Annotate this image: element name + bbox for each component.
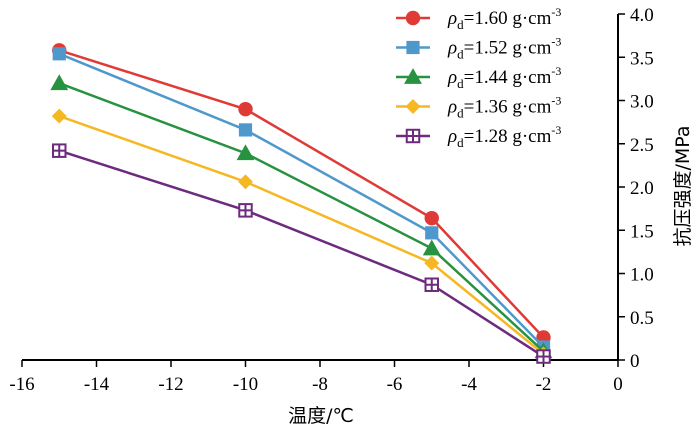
data-point <box>238 203 253 218</box>
x-tick-label: -16 <box>9 374 34 395</box>
legend-value: =1.52 g·cm <box>464 38 552 59</box>
legend-symbol: ρ <box>447 38 457 59</box>
y-axis-label: 抗压强度/MPa <box>672 125 694 246</box>
legend-value: =1.28 g·cm <box>464 126 552 147</box>
legend-item-1: ρd=1.52 g·cm-3 <box>396 35 561 62</box>
y-tick-label: 2.0 <box>630 178 654 199</box>
legend-symbol: ρ <box>447 67 457 88</box>
data-point <box>424 210 439 226</box>
marker-circle <box>424 210 439 226</box>
legend-subscript: d <box>457 76 464 91</box>
legend-superscript: -3 <box>551 94 561 108</box>
legend-label: ρd=1.44 g·cm-3 <box>447 64 561 91</box>
x-tick-label: -8 <box>312 374 328 395</box>
marker-triangle <box>236 144 255 161</box>
data-point <box>52 47 66 61</box>
legend-symbol: ρ <box>447 126 457 147</box>
legend-superscript: -3 <box>551 64 561 78</box>
series-line <box>58 149 545 358</box>
y-tick-label: 3.0 <box>630 92 654 113</box>
data-point <box>238 174 253 190</box>
marker-diamond <box>405 99 421 114</box>
marker-diamond <box>51 108 67 124</box>
x-tick-label: -4 <box>461 374 477 395</box>
marker-square <box>425 226 439 240</box>
legend-subscript: d <box>457 47 464 62</box>
marker-square <box>406 40 420 55</box>
y-tick-label: 0.5 <box>630 308 654 329</box>
x-tick-label: 0 <box>613 374 623 395</box>
x-tick-label: -12 <box>158 374 183 395</box>
data-point <box>50 74 69 91</box>
data-point <box>424 277 439 292</box>
marker-square <box>238 123 253 137</box>
data-point <box>422 239 441 256</box>
x-tick-label: -14 <box>84 374 110 395</box>
legend-superscript: -3 <box>551 35 561 49</box>
y-tick-label: 3.5 <box>630 48 654 69</box>
data-point <box>238 123 253 137</box>
series-line <box>58 52 545 348</box>
series-1 <box>52 47 551 354</box>
data-point <box>238 101 253 117</box>
series-line <box>58 49 545 339</box>
x-tick-label: -10 <box>233 374 258 395</box>
legend-label: ρd=1.52 g·cm-3 <box>447 35 561 62</box>
legend-item-2: ρd=1.44 g·cm-3 <box>396 64 561 91</box>
y-tick-label: 0 <box>630 351 640 372</box>
marker-diamond <box>424 255 440 271</box>
axes: -16 -14 -12 -10 -8 -6 -4 -2 00 0.5 1.0 1.5 2.0 2.5 3.0… <box>9 5 653 395</box>
legend-label: ρd=1.28 g·cm-3 <box>447 123 561 150</box>
marker-triangle <box>422 239 441 256</box>
legend-value: =1.44 g·cm <box>464 67 552 88</box>
legend-value: =1.60 g·cm <box>464 8 552 29</box>
marker-square <box>52 47 66 61</box>
data-point <box>52 143 67 158</box>
legend-subscript: d <box>457 135 464 150</box>
data-point <box>425 226 439 240</box>
x-tick-label: -6 <box>387 374 403 395</box>
legend-superscript: -3 <box>551 123 561 137</box>
data-point <box>536 349 551 364</box>
legend: ρd=1.60 g·cm-3ρd=1.52 g·cm-3ρd=1.44 g·cm… <box>396 5 561 150</box>
marker-diamond <box>238 174 253 190</box>
series-4 <box>52 143 551 364</box>
legend-value: =1.36 g·cm <box>464 97 552 118</box>
legend-superscript: -3 <box>551 5 561 19</box>
legend-symbol: ρ <box>447 8 457 29</box>
data-point <box>424 255 440 271</box>
data-point <box>236 144 255 161</box>
y-tick-label: 1.0 <box>630 265 654 286</box>
y-tick-label: 1.5 <box>630 221 654 242</box>
legend-label: ρd=1.60 g·cm-3 <box>447 5 561 32</box>
marker-circle <box>405 10 421 26</box>
x-tick-label: -2 <box>536 374 552 395</box>
legend-symbol: ρ <box>447 97 457 118</box>
series-line <box>58 114 545 355</box>
marker-triangle <box>50 74 69 91</box>
y-tick-label: 2.5 <box>630 135 654 156</box>
legend-item-4: ρd=1.28 g·cm-3 <box>396 123 561 150</box>
legend-item-3: ρd=1.36 g·cm-3 <box>396 94 561 121</box>
x-axis-label: 温度/℃ <box>288 405 354 427</box>
series-line <box>58 82 545 353</box>
legend-label: ρd=1.36 g·cm-3 <box>447 94 561 121</box>
y-tick-label: 4.0 <box>630 5 654 26</box>
legend-subscript: d <box>457 106 464 121</box>
series-layer <box>50 43 553 364</box>
marker-circle <box>238 101 253 117</box>
data-point <box>51 108 67 124</box>
legend-subscript: d <box>457 17 464 32</box>
marker-triangle <box>404 68 422 84</box>
legend-item-0: ρd=1.60 g·cm-3 <box>396 5 561 32</box>
